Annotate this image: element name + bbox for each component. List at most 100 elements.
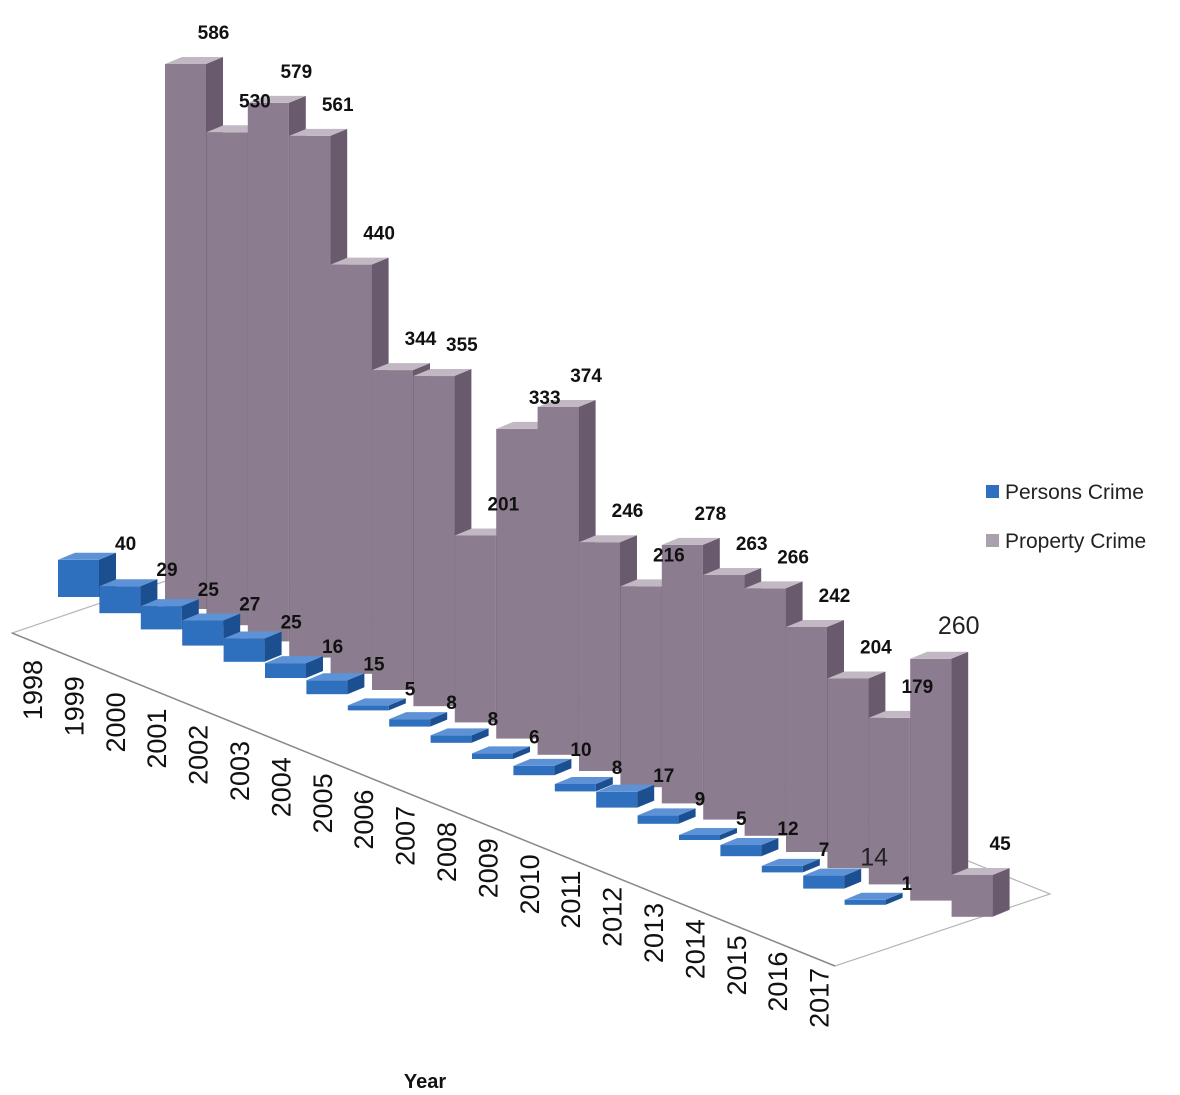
persons-value-label-2012: 9 bbox=[695, 789, 706, 810]
persons-bar-2004-front bbox=[306, 680, 348, 695]
property-bar-1998-front bbox=[165, 64, 206, 609]
persons-bar-2017-top bbox=[844, 892, 903, 900]
property-bar-2000-top bbox=[247, 95, 306, 103]
persons-value-label-2001: 27 bbox=[239, 594, 260, 615]
property-bar-2007-front bbox=[537, 406, 579, 755]
persons-bar-2017-front bbox=[844, 899, 886, 905]
persons-bar-2004-side bbox=[347, 673, 365, 695]
property-bar-2007-top bbox=[537, 399, 596, 407]
persons-bar-2005 bbox=[347, 698, 406, 711]
persons-value-label-2017: 1 bbox=[902, 874, 913, 895]
persons-bar-1999-top bbox=[99, 579, 158, 587]
persons-bar-2004-top bbox=[306, 673, 365, 681]
persons-bar-2012-top bbox=[637, 808, 696, 816]
persons-bar-2011-top bbox=[596, 784, 655, 792]
property-bar-2005-front bbox=[454, 535, 496, 723]
property-value-label-1998: 586 bbox=[198, 23, 230, 44]
x-tick-label-2015: 2015 bbox=[722, 935, 752, 995]
persons-bar-2013 bbox=[679, 828, 737, 840]
persons-bar-2003-side bbox=[306, 656, 323, 678]
persons-value-label-2011: 17 bbox=[653, 766, 674, 787]
persons-bar-1998-front bbox=[58, 559, 99, 597]
x-tick-label-2010: 2010 bbox=[515, 854, 545, 914]
property-bar-2017-front bbox=[951, 874, 993, 917]
property-bar-2004-top bbox=[413, 369, 472, 377]
persons-bar-2017 bbox=[844, 892, 903, 905]
persons-bar-2001-top bbox=[182, 613, 241, 621]
property-bar-2016 bbox=[910, 651, 969, 901]
property-value-label-2017: 45 bbox=[990, 834, 1012, 855]
property-value-label-2013: 242 bbox=[819, 586, 851, 607]
x-tick-label-2004: 2004 bbox=[266, 757, 296, 817]
persons-bar-2003-front bbox=[265, 663, 306, 678]
property-bar-2008-top bbox=[579, 535, 637, 543]
property-bar-2013-front bbox=[786, 626, 827, 852]
property-bar-2008-front bbox=[579, 542, 620, 771]
persons-bar-2014-side bbox=[761, 838, 779, 857]
persons-bar-2014-front bbox=[720, 845, 762, 857]
property-bar-2001-front bbox=[289, 135, 331, 658]
property-bar-2016-front bbox=[910, 658, 952, 901]
property-value-label-1999: 530 bbox=[239, 91, 271, 112]
property-value-label-2006: 333 bbox=[529, 388, 561, 409]
persons-value-label-2013: 5 bbox=[736, 809, 747, 830]
property-bar-2017-side bbox=[992, 867, 1010, 917]
persons-bar-2002-side bbox=[264, 631, 282, 662]
property-value-label-2012: 266 bbox=[777, 547, 809, 568]
persons-bar-2017-side bbox=[885, 892, 903, 905]
persons-value-label-2004: 15 bbox=[363, 654, 385, 675]
persons-bar-2008-side bbox=[513, 746, 530, 759]
x-tick-label-2016: 2016 bbox=[763, 952, 793, 1012]
persons-bar-2016-top bbox=[803, 868, 862, 876]
persons-value-label-2005: 5 bbox=[405, 679, 416, 700]
x-tick-label-2005: 2005 bbox=[308, 773, 338, 833]
x-tick-label-2011: 2011 bbox=[556, 871, 586, 929]
persons-bar-2006 bbox=[389, 712, 448, 727]
property-bar-2006-front bbox=[496, 428, 538, 739]
persons-bar-2004 bbox=[306, 673, 365, 695]
persons-bar-2012-front bbox=[637, 815, 679, 824]
x-tick-label-2003: 2003 bbox=[225, 741, 255, 801]
property-value-label-2000: 579 bbox=[280, 62, 312, 83]
property-bar-2011-top bbox=[703, 568, 762, 576]
persons-bar-2008 bbox=[472, 746, 530, 759]
persons-bar-2002-front bbox=[223, 638, 265, 662]
persons-bar-2009-side bbox=[554, 758, 572, 776]
persons-value-label-2014: 12 bbox=[777, 819, 798, 840]
persons-bar-2013-top bbox=[679, 828, 737, 835]
persons-bar-2007-front bbox=[430, 735, 472, 743]
persons-value-label-2010: 8 bbox=[612, 758, 623, 779]
x-tick-label-2017: 2017 bbox=[805, 968, 835, 1028]
persons-bar-2007-top bbox=[430, 728, 489, 736]
x-tick-label-1999: 1999 bbox=[59, 676, 89, 736]
property-value-label-2003: 344 bbox=[405, 329, 437, 350]
property-bar-2014-front bbox=[827, 678, 869, 869]
bars-layer bbox=[58, 57, 1010, 917]
persons-bar-2007-side bbox=[471, 728, 489, 743]
legend-swatch-persons bbox=[986, 485, 999, 498]
legend: Persons Crime Property Crime bbox=[986, 481, 1146, 553]
property-bar-2004-front bbox=[413, 376, 455, 707]
property-bar-1999-front bbox=[206, 132, 248, 626]
persons-bar-2005-top bbox=[347, 698, 406, 706]
persons-bar-2008-top bbox=[472, 746, 530, 754]
persons-bar-2010-side bbox=[595, 776, 613, 792]
property-value-label-2011: 263 bbox=[736, 534, 768, 555]
persons-value-label-2009: 10 bbox=[570, 740, 591, 761]
property-value-label-2014: 204 bbox=[860, 637, 892, 658]
x-tick-label-2000: 2000 bbox=[101, 692, 131, 752]
property-value-label-2009: 216 bbox=[653, 545, 685, 566]
persons-bar-2006-front bbox=[389, 719, 431, 727]
persons-bar-2016-side bbox=[844, 868, 862, 889]
property-bar-2009-front bbox=[620, 586, 662, 788]
persons-bar-1999-front bbox=[99, 586, 141, 614]
persons-bar-2013-side bbox=[720, 828, 737, 840]
property-value-label-2004: 355 bbox=[446, 335, 478, 356]
property-bar-2015-front bbox=[868, 717, 910, 885]
legend-swatch-property bbox=[986, 534, 999, 547]
property-bar-2002-top bbox=[330, 257, 389, 265]
x-tick-label-2014: 2014 bbox=[680, 919, 710, 979]
x-axis-line bbox=[11, 632, 836, 967]
property-bar-2010-top bbox=[661, 537, 720, 545]
